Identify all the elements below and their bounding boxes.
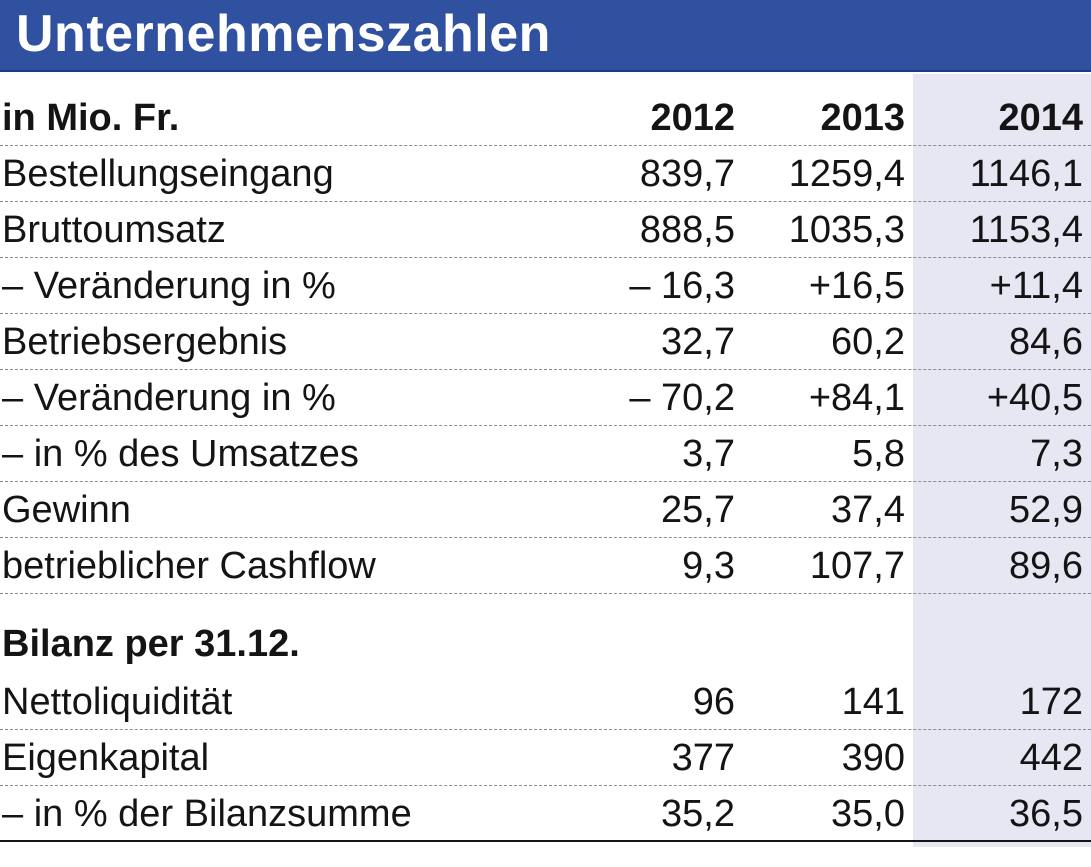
value-2014: 172 xyxy=(1019,681,1083,723)
row-label: – in % der Bilanzsumme xyxy=(2,793,412,835)
value-2013: 1035,3 xyxy=(788,209,905,251)
table-row: Bestellungseingang 839,7 1259,4 1146,1 xyxy=(0,146,1091,202)
value-2014: 52,9 xyxy=(1009,489,1083,531)
value-2014: 84,6 xyxy=(1009,321,1083,363)
value-2013: +84,1 xyxy=(808,377,905,419)
value-2012: 888,5 xyxy=(639,209,735,251)
value-2012: 839,7 xyxy=(639,153,735,195)
table-row: – Veränderung in % – 70,2 +84,1 +40,5 xyxy=(0,370,1091,426)
value-2013: 37,4 xyxy=(831,489,905,531)
table-row: – Veränderung in % – 16,3 +16,5 +11,4 xyxy=(0,258,1091,314)
table-row: Nettoliquidität 96 141 172 xyxy=(0,674,1091,730)
value-2013: 141 xyxy=(841,681,905,723)
value-2012: – 16,3 xyxy=(629,265,735,307)
value-2014: 7,3 xyxy=(1030,433,1083,475)
unit-label: in Mio. Fr. xyxy=(2,97,180,139)
value-2014: 1153,4 xyxy=(969,209,1083,251)
row-label: Nettoliquidität xyxy=(2,681,233,723)
header-row: in Mio. Fr. 2012 2013 2014 xyxy=(0,90,1091,146)
row-label: – in % des Umsatzes xyxy=(2,433,359,475)
value-2012: – 70,2 xyxy=(629,377,735,419)
value-2013: 390 xyxy=(841,737,905,779)
year-header-2012: 2012 xyxy=(650,97,735,139)
value-2014: 36,5 xyxy=(1009,793,1083,835)
row-label: – Veränderung in % xyxy=(2,265,336,307)
row-label: betrieblicher Cashflow xyxy=(2,545,376,587)
title-bar: Unternehmenszahlen xyxy=(0,0,1091,72)
year-header-2014: 2014 xyxy=(998,97,1083,139)
table-row: Bruttoumsatz 888,5 1035,3 1153,4 xyxy=(0,202,1091,258)
value-2013: 60,2 xyxy=(831,321,905,363)
table-title: Unternehmenszahlen xyxy=(16,5,551,63)
value-2012: 3,7 xyxy=(682,433,735,475)
value-2013: 5,8 xyxy=(852,433,905,475)
table-row: betrieblicher Cashflow 9,3 107,7 89,6 xyxy=(0,538,1091,594)
value-2013: 107,7 xyxy=(809,545,905,587)
section-heading-row: Bilanz per 31.12. xyxy=(0,616,1091,672)
row-label: Betriebsergebnis xyxy=(2,321,288,363)
value-2012: 377 xyxy=(671,737,735,779)
value-2014: +40,5 xyxy=(986,377,1083,419)
row-label: Bruttoumsatz xyxy=(2,209,226,251)
row-label: Gewinn xyxy=(2,489,131,531)
table-row: Eigenkapital 377 390 442 xyxy=(0,730,1091,786)
row-label: Bestellungseingang xyxy=(2,153,334,195)
year-header-2013: 2013 xyxy=(820,97,905,139)
row-label: – Veränderung in % xyxy=(2,377,336,419)
highlight-column-2014 xyxy=(913,74,1091,847)
value-2012: 32,7 xyxy=(661,321,735,363)
value-2013: +16,5 xyxy=(808,265,905,307)
value-2013: 1259,4 xyxy=(788,153,905,195)
value-2012: 96 xyxy=(692,681,735,723)
value-2012: 9,3 xyxy=(682,545,735,587)
value-2014: 442 xyxy=(1019,737,1083,779)
section-title: Bilanz per 31.12. xyxy=(2,623,300,665)
table-row: Betriebsergebnis 32,7 60,2 84,6 xyxy=(0,314,1091,370)
table-row: Gewinn 25,7 37,4 52,9 xyxy=(0,482,1091,538)
value-2014: 1146,1 xyxy=(969,153,1083,195)
value-2014: 89,6 xyxy=(1009,545,1083,587)
table-row: – in % der Bilanzsumme 35,2 35,0 36,5 xyxy=(0,786,1091,842)
value-2014: +11,4 xyxy=(989,265,1083,307)
value-2012: 35,2 xyxy=(661,793,735,835)
value-2012: 25,7 xyxy=(661,489,735,531)
table-row: – in % des Umsatzes 3,7 5,8 7,3 xyxy=(0,426,1091,482)
row-label: Eigenkapital xyxy=(2,737,210,779)
value-2013: 35,0 xyxy=(831,793,905,835)
